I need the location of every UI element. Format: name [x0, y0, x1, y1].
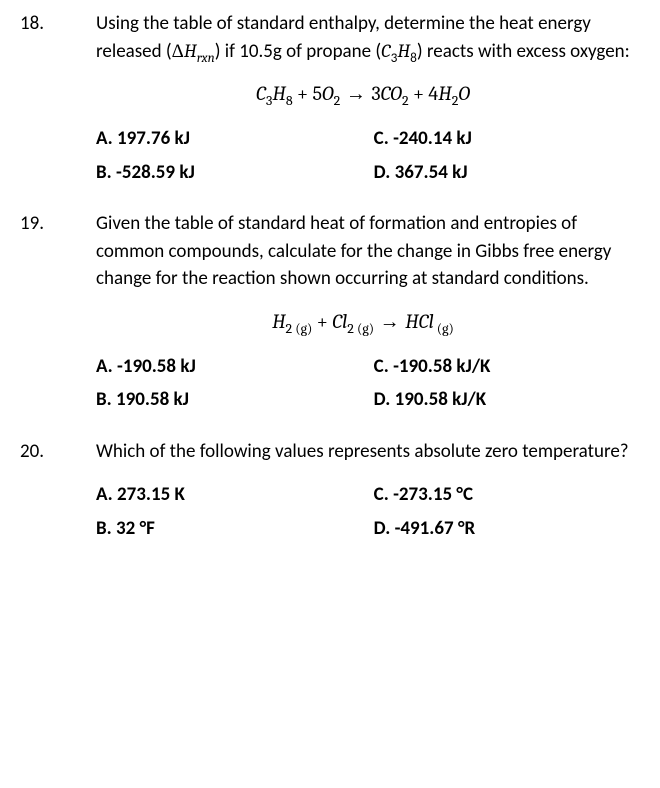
question-content: Given the table of standard heat of form…	[96, 210, 630, 420]
eq-term: O	[322, 82, 334, 105]
eq-term: CO	[381, 82, 402, 105]
option-b: B. -528.59 kJ	[96, 159, 374, 187]
question-20: 20. Which of the following values repres…	[20, 438, 630, 549]
h-var: H	[184, 40, 197, 62]
c-var: C	[381, 40, 390, 62]
delta-symbol: ΔHrxn	[172, 40, 215, 62]
question-text: Given the table of standard heat of form…	[96, 210, 630, 293]
question-number: 18.	[20, 10, 96, 192]
equation: C3H8 + 5O2 → 3CO2 + 4H2O	[96, 79, 630, 109]
options-row: B. 190.58 kJ D. 190.58 kJ/K	[96, 386, 630, 416]
arrow-symbol: →	[340, 83, 371, 105]
equation: H2 (g) + Cl2 (g) → HCl (g)	[96, 307, 630, 337]
eq-op: + 4	[409, 82, 439, 105]
question-text: Using the table of standard enthalpy, de…	[96, 10, 630, 65]
option-c: C. -190.58 kJ/K	[374, 353, 630, 381]
option-b: B. 190.58 kJ	[96, 386, 374, 414]
option-a: A. 273.15 K	[96, 481, 374, 509]
question-content: Using the table of standard enthalpy, de…	[96, 10, 630, 192]
eq-op: +	[312, 310, 332, 333]
h-var: H	[397, 40, 410, 62]
options-row: B. 32 °F D. -491.67 °R	[96, 515, 630, 545]
option-a: A. -190.58 kJ	[96, 353, 374, 381]
options-container: A. 197.76 kJ C. -240.14 kJ B. -528.59 kJ…	[96, 125, 630, 188]
options-row: A. -190.58 kJ C. -190.58 kJ/K	[96, 353, 630, 383]
question-text: Which of the following values represents…	[96, 438, 630, 466]
option-d: D. 190.58 kJ/K	[374, 386, 630, 414]
eq-op: + 5	[293, 82, 322, 105]
text-fragment: ) reacts with excess oxygen:	[417, 40, 630, 63]
eq-sub: 8	[286, 92, 293, 109]
eq-sub: 2	[402, 92, 409, 109]
eq-term: C	[256, 82, 266, 105]
option-a: A. 197.76 kJ	[96, 125, 374, 153]
sub-digit: 8	[410, 48, 417, 65]
eq-term: H	[272, 310, 285, 333]
option-c: C. -273.15 °C	[374, 481, 630, 509]
question-content: Which of the following values represents…	[96, 438, 630, 549]
question-18: 18. Using the table of standard enthalpy…	[20, 10, 630, 192]
options-row: B. -528.59 kJ D. 367.54 kJ	[96, 159, 630, 189]
rxn-sub: rxn	[197, 50, 215, 65]
delta: Δ	[172, 40, 184, 62]
eq-term: O	[458, 82, 470, 105]
question-number: 20.	[20, 438, 96, 549]
eq-sub: 2 (g)	[347, 320, 374, 337]
eq-sub: (g)	[434, 320, 454, 337]
option-d: D. -491.67 °R	[374, 515, 630, 543]
options-row: A. 273.15 K C. -273.15 °C	[96, 481, 630, 511]
eq-term: H	[272, 82, 285, 105]
eq-sub: 2 (g)	[286, 320, 313, 337]
options-row: A. 197.76 kJ C. -240.14 kJ	[96, 125, 630, 155]
eq-coef: 3	[371, 82, 380, 105]
options-container: A. 273.15 K C. -273.15 °C B. 32 °F D. -4…	[96, 481, 630, 544]
question-19: 19. Given the table of standard heat of …	[20, 210, 630, 420]
option-d: D. 367.54 kJ	[374, 159, 630, 187]
eq-term: Cl	[332, 310, 347, 333]
question-number: 19.	[20, 210, 96, 420]
eq-term: HCl	[405, 310, 433, 333]
option-b: B. 32 °F	[96, 515, 374, 543]
option-c: C. -240.14 kJ	[374, 125, 630, 153]
eq-term: H	[438, 82, 451, 105]
text-fragment: ) if 10.5g of propane (	[215, 40, 381, 63]
arrow-symbol: →	[374, 311, 405, 333]
options-container: A. -190.58 kJ C. -190.58 kJ/K B. 190.58 …	[96, 353, 630, 416]
